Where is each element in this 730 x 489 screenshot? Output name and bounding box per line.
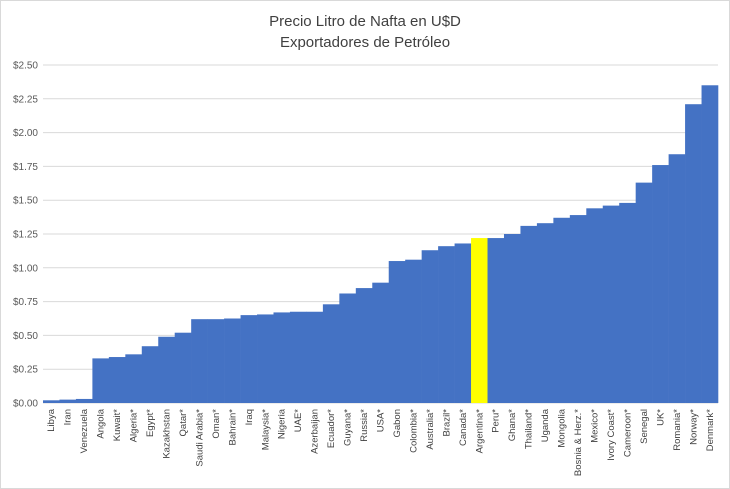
bar-peru <box>487 238 505 403</box>
bar-malaysia <box>257 314 274 403</box>
x-tick-label: Romania* <box>672 409 683 451</box>
x-tick-label: Angola <box>96 408 107 438</box>
bar-thailand <box>520 225 538 403</box>
bar-argentina <box>471 238 488 403</box>
x-tick-label: Colombia* <box>408 409 419 453</box>
bar-uganda <box>536 223 554 403</box>
bar-cameroon <box>619 202 636 403</box>
bar-canada <box>454 243 472 403</box>
x-tick-label: Denmark* <box>705 409 716 452</box>
x-tick-label: USA* <box>376 409 387 433</box>
x-tick-label: Kazakhstan <box>161 409 172 459</box>
x-tick-label: Iran <box>63 409 74 425</box>
x-tick-label: Mongolia <box>557 408 568 447</box>
x-tick-label: Guyana* <box>343 409 354 446</box>
bar-saudi-arabia <box>191 319 208 403</box>
x-tick-label: Azerbaijan <box>310 409 321 454</box>
x-tick-label: Ecuador* <box>326 409 337 448</box>
bar-azerbaijan <box>306 311 324 403</box>
y-tick-label: $1.00 <box>13 263 38 274</box>
x-tick-label: Cameroon* <box>622 409 633 457</box>
bar-iran <box>59 399 77 403</box>
x-tick-label: Australia* <box>425 409 436 450</box>
x-tick-label: Oman* <box>211 409 222 439</box>
bar-uae <box>289 311 307 403</box>
x-tick-label: Norway* <box>688 409 699 445</box>
bar-mongolia <box>553 217 571 403</box>
x-tick-label: Egypt* <box>145 409 156 437</box>
y-tick-label: $0.50 <box>13 331 38 342</box>
bar-russia <box>355 288 373 403</box>
bar-senegal <box>635 182 653 403</box>
y-tick-label: $2.00 <box>13 128 38 139</box>
x-tick-label: Ivory Coast* <box>606 409 617 461</box>
bar-ivory-coast <box>602 205 620 403</box>
chart-subtitle: Exportadores de Petróleo <box>280 34 450 51</box>
y-tick-label: $0.75 <box>13 297 38 308</box>
bar-oman <box>207 319 225 403</box>
x-tick-label: Qatar* <box>178 409 189 437</box>
bar-brazil <box>438 246 455 403</box>
bar-usa <box>372 282 390 403</box>
y-tick-label: $1.75 <box>13 162 38 173</box>
x-tick-label: Mexico* <box>590 409 601 443</box>
x-tick-label: Algeria* <box>129 409 140 443</box>
y-tick-label: $1.50 <box>13 196 38 207</box>
bar-kazakhstan <box>158 336 176 403</box>
x-tick-label: Saudi Arabia* <box>194 409 205 467</box>
y-tick-label: $1.25 <box>13 230 38 241</box>
x-tick-label: Bosnia & Herz.* <box>573 409 584 476</box>
bar-romania <box>668 154 686 403</box>
bar-ghana <box>503 234 521 403</box>
x-tick-label: Ghana* <box>507 409 518 442</box>
bar-mexico <box>586 208 604 403</box>
x-tick-label: Malaysia* <box>260 409 271 450</box>
bar-algeria <box>125 354 143 403</box>
bar-iraq <box>240 315 258 403</box>
bar-qatar <box>174 332 192 403</box>
x-tick-label: Russia* <box>359 409 370 442</box>
chart-title: Precio Litro de Nafta en U$D <box>269 13 461 30</box>
bar-norway <box>685 104 702 403</box>
bar-uk <box>652 165 669 403</box>
x-tick-label: UAE* <box>293 409 304 433</box>
x-tick-label: Canada* <box>458 409 469 446</box>
bar-nigeria <box>273 312 291 403</box>
x-tick-label: Venezuela <box>79 408 90 453</box>
x-tick-label: Argentina* <box>474 409 485 454</box>
bar-colombia <box>405 259 422 403</box>
bar-denmark <box>701 85 719 403</box>
bar-libya <box>43 400 60 403</box>
y-tick-label: $2.50 <box>13 61 38 72</box>
y-tick-label: $2.25 <box>13 94 38 105</box>
bar-venezuela <box>75 398 93 403</box>
bar-bosnia-herz <box>569 215 587 403</box>
x-tick-label: Libya <box>46 408 57 431</box>
bar-egypt <box>141 346 159 403</box>
x-tick-label: UK* <box>655 409 666 426</box>
bar-guyana <box>339 293 357 403</box>
y-tick-label: $0.00 <box>13 399 38 410</box>
bar-bahrain <box>224 318 241 403</box>
x-tick-label: Kuwait* <box>112 409 123 442</box>
bar-gabon <box>388 261 406 403</box>
x-tick-label: Thailand* <box>524 409 535 449</box>
x-tick-label: Senegal <box>639 409 650 444</box>
bar-kuwait <box>108 357 126 403</box>
bar-angola <box>92 358 110 403</box>
x-tick-label: Peru* <box>491 409 502 433</box>
x-tick-label: Nigeria <box>277 408 288 439</box>
x-tick-label: Uganda <box>540 408 551 442</box>
x-tick-label: Brazil* <box>441 409 452 437</box>
bar-australia <box>421 250 439 403</box>
x-tick-label: Bahrain* <box>227 409 238 446</box>
bar-ecuador <box>322 304 340 403</box>
x-tick-label: Iraq <box>244 409 255 425</box>
x-tick-label: Gabon <box>392 409 403 438</box>
y-tick-label: $0.25 <box>13 365 38 376</box>
